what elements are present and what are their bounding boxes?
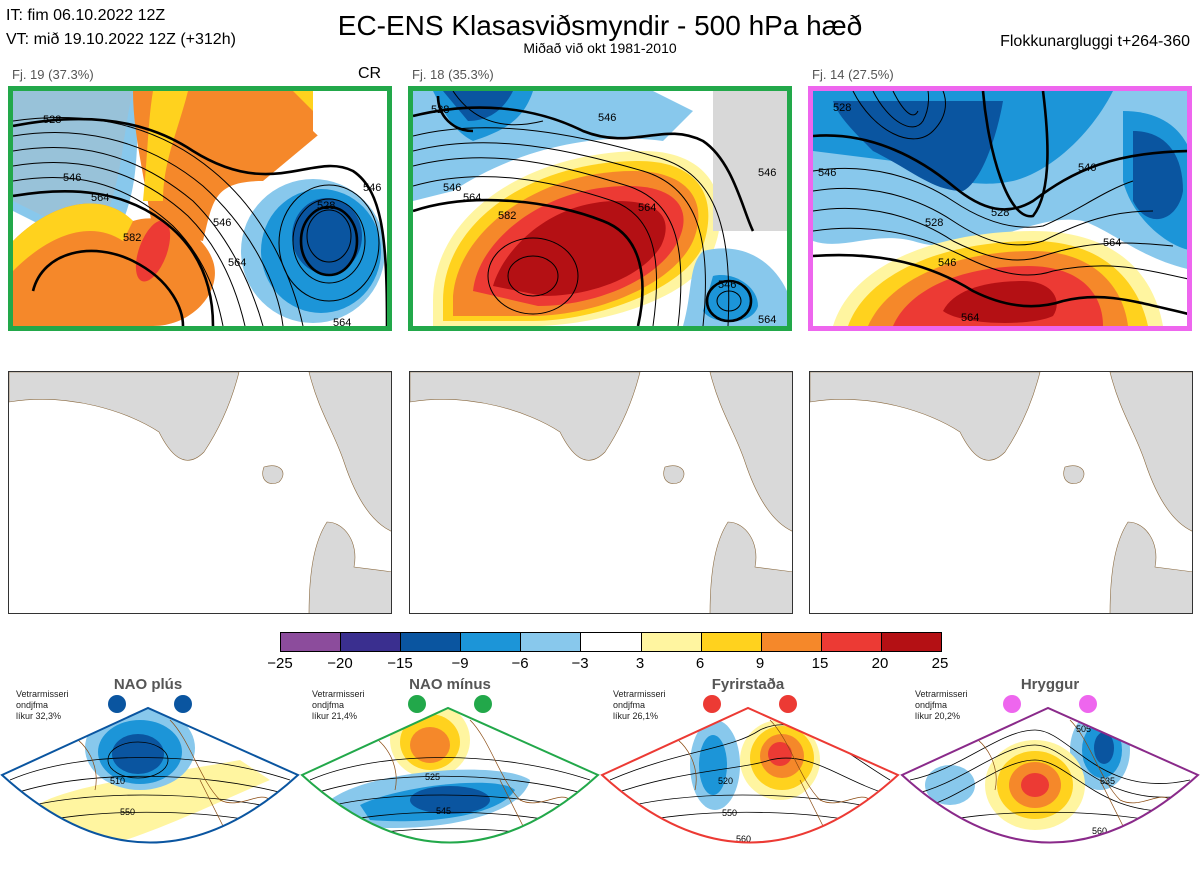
colorbar-tick: 3 xyxy=(635,655,645,672)
colorbar-swatch xyxy=(281,633,342,651)
colorbar-tick: 25 xyxy=(931,655,949,672)
colorbar-swatch xyxy=(821,633,882,651)
colorbar-swatch xyxy=(401,633,462,651)
page-subtitle: Miðað við okt 1981-2010 xyxy=(523,40,677,56)
regime-3-contour-550: 550 xyxy=(722,808,737,818)
colorbar-swatch xyxy=(761,633,822,651)
cluster-1-tag: CR xyxy=(358,65,382,82)
cluster-1-contour-528: 528 xyxy=(43,114,61,126)
colorbar-tick: −25 xyxy=(267,655,293,672)
regime-2-info: Vetrarmisseri ondjfma líkur 21,4% xyxy=(312,689,365,721)
regime-3-marker xyxy=(703,695,721,713)
regime-2-contour-525: 525 xyxy=(425,772,440,782)
cluster-2-contour-546d: 546 xyxy=(718,279,736,291)
colorbar-tick: −15 xyxy=(387,655,413,672)
colorbar-tick: −20 xyxy=(327,655,353,672)
regime-2-contour-565: 565 xyxy=(448,840,463,850)
colorbar-tick: 6 xyxy=(695,655,705,672)
blank-map-2 xyxy=(409,371,793,614)
regime-4-marker xyxy=(1003,695,1021,713)
cluster-3-contour-564b: 564 xyxy=(1103,237,1121,249)
cluster-3-label: Fj. 14 (27.5%) xyxy=(812,67,894,82)
regime-2-contour-545: 545 xyxy=(436,806,451,816)
blank-map-3 xyxy=(809,371,1193,614)
cluster-3-contour-528b: 528 xyxy=(925,217,943,229)
cluster-2-contour-546c: 546 xyxy=(758,167,776,179)
regime-4-map: 505 535 560 xyxy=(900,690,1200,876)
cluster-2-contour-564b: 564 xyxy=(638,202,656,214)
cluster-1-contour-546: 546 xyxy=(63,172,81,184)
colorbar-swatch xyxy=(701,633,762,651)
regime-1-contour-510: 510 xyxy=(110,776,125,786)
regime-3-contour-560: 560 xyxy=(736,834,751,844)
cluster-1-map: 528 546 564 582 546 564 528 546 564 xyxy=(8,86,392,331)
initial-time: IT: fim 06.10.2022 12Z xyxy=(6,7,166,24)
regime-1-name: NAO plús xyxy=(113,676,183,693)
cluster-2-label: Fj. 18 (35.3%) xyxy=(412,67,494,82)
regime-3-name: Fyrirstaða xyxy=(711,676,785,693)
regime-4-contour-535: 535 xyxy=(1100,776,1115,786)
regime-2-name: NAO mínus xyxy=(409,676,491,693)
regime-3-map: 520 550 560 xyxy=(600,690,900,876)
regime-1-marker xyxy=(108,695,126,713)
regime-1-info: Vetrarmisseri ondjfma líkur 32,3% xyxy=(16,689,69,721)
cluster-2-contour-564c: 564 xyxy=(758,314,776,326)
cluster-1-contour-582: 582 xyxy=(123,232,141,244)
colorbar-tick: −6 xyxy=(511,655,529,672)
cluster-2-contour-546: 546 xyxy=(598,112,616,124)
colorbar-swatch xyxy=(341,633,402,651)
cluster-3-contour-528: 528 xyxy=(833,102,851,114)
regime-2-marker xyxy=(408,695,426,713)
regime-3-marker xyxy=(779,695,797,713)
cluster-3-contour-528c: 528 xyxy=(991,207,1009,219)
regime-4-contour-505: 505 xyxy=(1076,724,1091,734)
regime-3-info: Vetrarmisseri ondjfma líkur 26,1% xyxy=(613,689,666,721)
cluster-1-label: Fj. 19 (37.3%) xyxy=(12,67,94,82)
regime-3-contour-520: 520 xyxy=(718,776,733,786)
colorbar-tick: 15 xyxy=(811,655,829,672)
cluster-3-contour-546: 546 xyxy=(818,167,836,179)
cluster-1-contour-564b: 564 xyxy=(228,257,246,269)
colorbar-tick: −9 xyxy=(451,655,469,672)
colorbar-swatch xyxy=(581,633,642,651)
colorbar xyxy=(280,632,942,652)
blank-map-1 xyxy=(8,371,392,614)
colorbar-tick: 9 xyxy=(755,655,765,672)
colorbar-swatch xyxy=(521,633,582,651)
regime-4-info: Vetrarmisseri ondjfma líkur 20,2% xyxy=(915,689,968,721)
cluster-1-contour-564c: 564 xyxy=(333,317,351,326)
cluster-2-contour-528: 528 xyxy=(431,104,449,116)
regime-1-contour-550: 550 xyxy=(120,807,135,817)
colorbar-swatch xyxy=(881,633,942,651)
cluster-2-contour-564: 564 xyxy=(463,192,481,204)
colorbar-tick: 20 xyxy=(871,655,889,672)
regime-4-marker xyxy=(1079,695,1097,713)
regime-2-map: 525 545 565 xyxy=(300,690,600,876)
page-title: EC-ENS Klasasviðsmyndir - 500 hPa hæð xyxy=(337,10,863,41)
cluster-1-contour-546b: 546 xyxy=(213,217,231,229)
cluster-3-contour-546b: 546 xyxy=(1078,162,1096,174)
regime-1-map: 510 550 xyxy=(0,690,300,876)
cluster-1-contour-564: 564 xyxy=(91,192,109,204)
regime-1-marker xyxy=(174,695,192,713)
colorbar-swatch xyxy=(461,633,522,651)
classification-window: Flokkunargluggi t+264-360 xyxy=(1000,33,1190,50)
cluster-3-contour-564: 564 xyxy=(961,312,979,324)
colorbar-swatch xyxy=(641,633,702,651)
regime-4-name: Hryggur xyxy=(1020,676,1080,693)
valid-time: VT: mið 19.10.2022 12Z (+312h) xyxy=(6,31,236,48)
cluster-2-contour-582: 582 xyxy=(498,210,516,222)
colorbar-tick: −3 xyxy=(571,655,589,672)
cluster-1-contour-546c: 546 xyxy=(363,182,381,194)
cluster-2-contour-546b: 546 xyxy=(443,182,461,194)
cluster-3-contour-546c: 546 xyxy=(938,257,956,269)
cluster-2-map: 528 546 546 564 582 564 546 546 564 xyxy=(408,86,792,331)
regime-4-contour-560: 560 xyxy=(1092,826,1107,836)
cluster-1-contour-528b: 528 xyxy=(317,200,335,212)
cluster-3-map: 528 546 546 528 546 564 564 528 xyxy=(808,86,1192,331)
regime-2-marker xyxy=(474,695,492,713)
